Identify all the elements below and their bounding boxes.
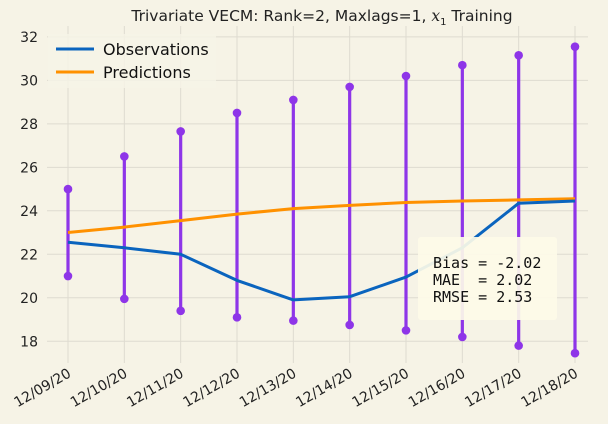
chart-title: Trivariate VECM: Rank=2, Maxlags=1, x1 T… — [130, 7, 512, 28]
stats-bias: Bias = -2.02 — [433, 254, 541, 272]
y-tick-label: 30 — [20, 73, 38, 89]
interval-lower-point — [232, 313, 242, 322]
x-axis-ticks: 12/09/2012/10/2012/11/2012/12/2012/13/20… — [12, 366, 581, 411]
x-tick-label: 12/17/20 — [462, 366, 524, 411]
interval-upper-point — [120, 152, 129, 161]
x-tick-label: 12/13/20 — [237, 366, 299, 411]
stats-box: Bias = -2.02 MAE = 2.02 RMSE = 2.53 — [418, 237, 557, 320]
interval-lower-point — [176, 306, 185, 316]
interval-lower-point — [63, 271, 73, 281]
y-tick-label: 32 — [20, 30, 38, 46]
legend-label-predictions: Predictions — [103, 63, 191, 82]
x-tick-label: 12/10/20 — [68, 366, 130, 411]
series-lines — [67, 197, 576, 302]
stats-mae: MAE = 2.02 — [433, 271, 532, 289]
interval-lower-point — [345, 320, 354, 330]
interval-lower-point — [120, 294, 129, 304]
y-tick-label: 26 — [20, 160, 38, 176]
interval-upper-point — [514, 51, 523, 60]
interval-upper-point — [401, 71, 411, 81]
interval-upper-point — [63, 184, 73, 194]
legend: Observations Predictions — [48, 34, 216, 88]
interval-lower-point — [514, 341, 523, 350]
legend-label-observations: Observations — [103, 40, 209, 59]
x-tick-label: 12/15/20 — [350, 366, 412, 411]
predictions-line — [67, 197, 576, 234]
x-tick-label: 12/16/20 — [406, 366, 468, 411]
stats-box-background — [418, 237, 557, 320]
x-tick-label: 12/11/20 — [124, 366, 186, 411]
interval-upper-point — [345, 82, 354, 92]
y-tick-label: 22 — [20, 247, 38, 263]
y-tick-label: 24 — [20, 204, 38, 220]
interval-lower-point — [570, 348, 580, 358]
interval-upper-point — [232, 108, 242, 118]
interval-upper-point — [289, 95, 298, 105]
x-tick-label: 12/12/20 — [181, 366, 243, 411]
y-tick-label: 28 — [20, 117, 38, 133]
interval-lower-point — [458, 332, 467, 342]
x-tick-label: 12/14/20 — [293, 366, 355, 411]
y-tick-label: 18 — [20, 334, 38, 350]
interval-upper-point — [570, 42, 580, 51]
y-tick-label: 20 — [20, 291, 38, 307]
interval-lower-point — [289, 316, 298, 325]
y-axis-ticks: 18 20 22 24 26 28 30 32 — [20, 30, 38, 350]
interval-lower-point — [401, 326, 411, 335]
observations-line — [67, 199, 576, 302]
x-tick-label: 12/09/20 — [12, 366, 74, 411]
x-tick-label: 12/18/20 — [519, 366, 581, 411]
legend-box — [48, 34, 216, 88]
stats-rmse: RMSE = 2.53 — [433, 288, 532, 306]
interval-upper-point — [176, 127, 185, 136]
interval-upper-point — [458, 60, 467, 70]
